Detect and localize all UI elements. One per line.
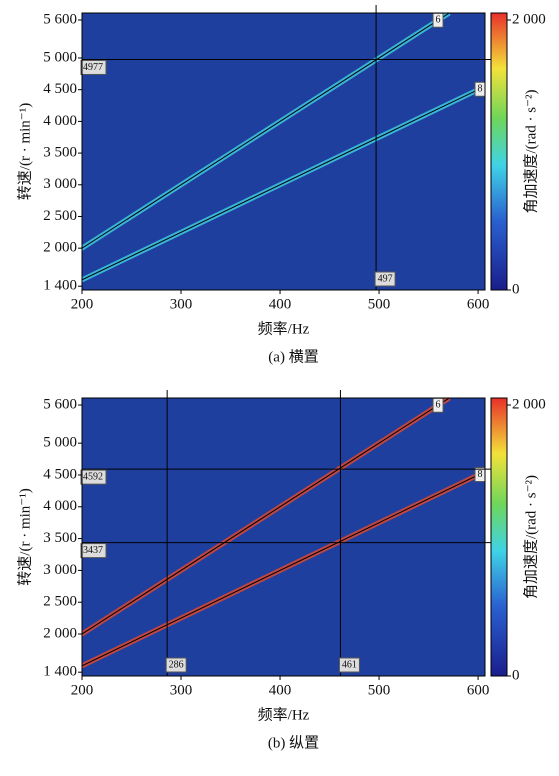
x-tick-label: 400	[269, 296, 292, 312]
cursor-label-box	[80, 59, 107, 75]
colorbar	[490, 397, 508, 677]
y-tick-label: 2 000	[43, 240, 77, 256]
order-line	[82, 471, 485, 667]
cursor-label-box	[165, 657, 187, 673]
x-tick-label: 500	[368, 296, 391, 312]
y-tick-label: 1 400	[43, 278, 77, 294]
y-tick-label: 3 500	[43, 530, 77, 546]
cursor-label-box	[80, 543, 107, 559]
y-tick-label: 5 000	[43, 435, 77, 451]
heatmap-background	[82, 398, 485, 676]
colorbar-tick-label: 2 000	[512, 396, 546, 412]
y-tick-label: 2 500	[43, 594, 77, 610]
y-tick-label: 1 400	[43, 664, 77, 680]
cursor-label-box	[338, 657, 360, 673]
x-cursor-label: 461	[342, 659, 357, 670]
y-tick-label: 5 600	[43, 396, 77, 412]
order-line	[82, 398, 450, 635]
order-label: 6	[436, 400, 441, 411]
colorbar-tick-label: 0	[512, 281, 520, 297]
x-tick-label: 600	[467, 296, 490, 312]
y-axis-label: 转速/(r · min⁻¹)	[16, 103, 33, 200]
x-tick-label: 300	[170, 682, 193, 698]
order-label: 6	[436, 15, 441, 26]
y-tick-label: 4 000	[43, 498, 77, 514]
x-axis-label: 频率/Hz	[258, 320, 310, 337]
y-tick-label: 5 600	[43, 11, 77, 27]
y-tick-label: 2 000	[43, 625, 77, 641]
x-tick-label: 200	[71, 296, 94, 312]
y-cursor-label: 4977	[83, 62, 103, 73]
colorbar-tick-label: 0	[512, 667, 520, 683]
plot-frame	[81, 397, 486, 677]
plot-area	[82, 13, 485, 290]
y-tick-label: 2 500	[43, 208, 77, 224]
colorbar-label: 角加速度/(rad · s⁻²)	[522, 475, 539, 599]
y-tick-label: 3 000	[43, 562, 77, 578]
x-tick-label: 200	[71, 682, 94, 698]
caption: (a) 横置	[268, 348, 318, 365]
order-label: 8	[478, 469, 483, 480]
x-cursor-label: 497	[378, 273, 393, 284]
cursor-label-box	[80, 469, 107, 485]
order-label: 8	[478, 84, 483, 95]
x-cursor-label: 286	[169, 659, 184, 670]
y-cursor-label: 3437	[83, 545, 103, 556]
colorbar	[490, 12, 508, 291]
y-tick-label: 4 500	[43, 466, 77, 482]
plot-frame	[81, 12, 486, 291]
y-tick-label: 3 500	[43, 145, 77, 161]
x-tick-label: 500	[368, 682, 391, 698]
caption: (b) 纵置	[268, 734, 319, 751]
colorbar-label: 角加速度/(rad · s⁻²)	[522, 89, 539, 213]
y-axis-label: 转速/(r · min⁻¹)	[16, 488, 33, 585]
x-tick-label: 600	[467, 682, 490, 698]
y-tick-label: 4 000	[43, 113, 77, 129]
order-line	[82, 85, 485, 281]
x-axis-label: 频率/Hz	[258, 706, 310, 723]
y-tick-label: 4 500	[43, 81, 77, 97]
y-tick-label: 3 000	[43, 176, 77, 192]
y-cursor-label: 4592	[83, 471, 103, 482]
y-tick-label: 5 000	[43, 49, 77, 65]
plot-area	[82, 398, 485, 676]
x-tick-label: 400	[269, 682, 292, 698]
cursor-label-box	[374, 271, 396, 287]
colorbar-tick-label: 2 000	[512, 11, 546, 27]
x-tick-label: 300	[170, 296, 193, 312]
